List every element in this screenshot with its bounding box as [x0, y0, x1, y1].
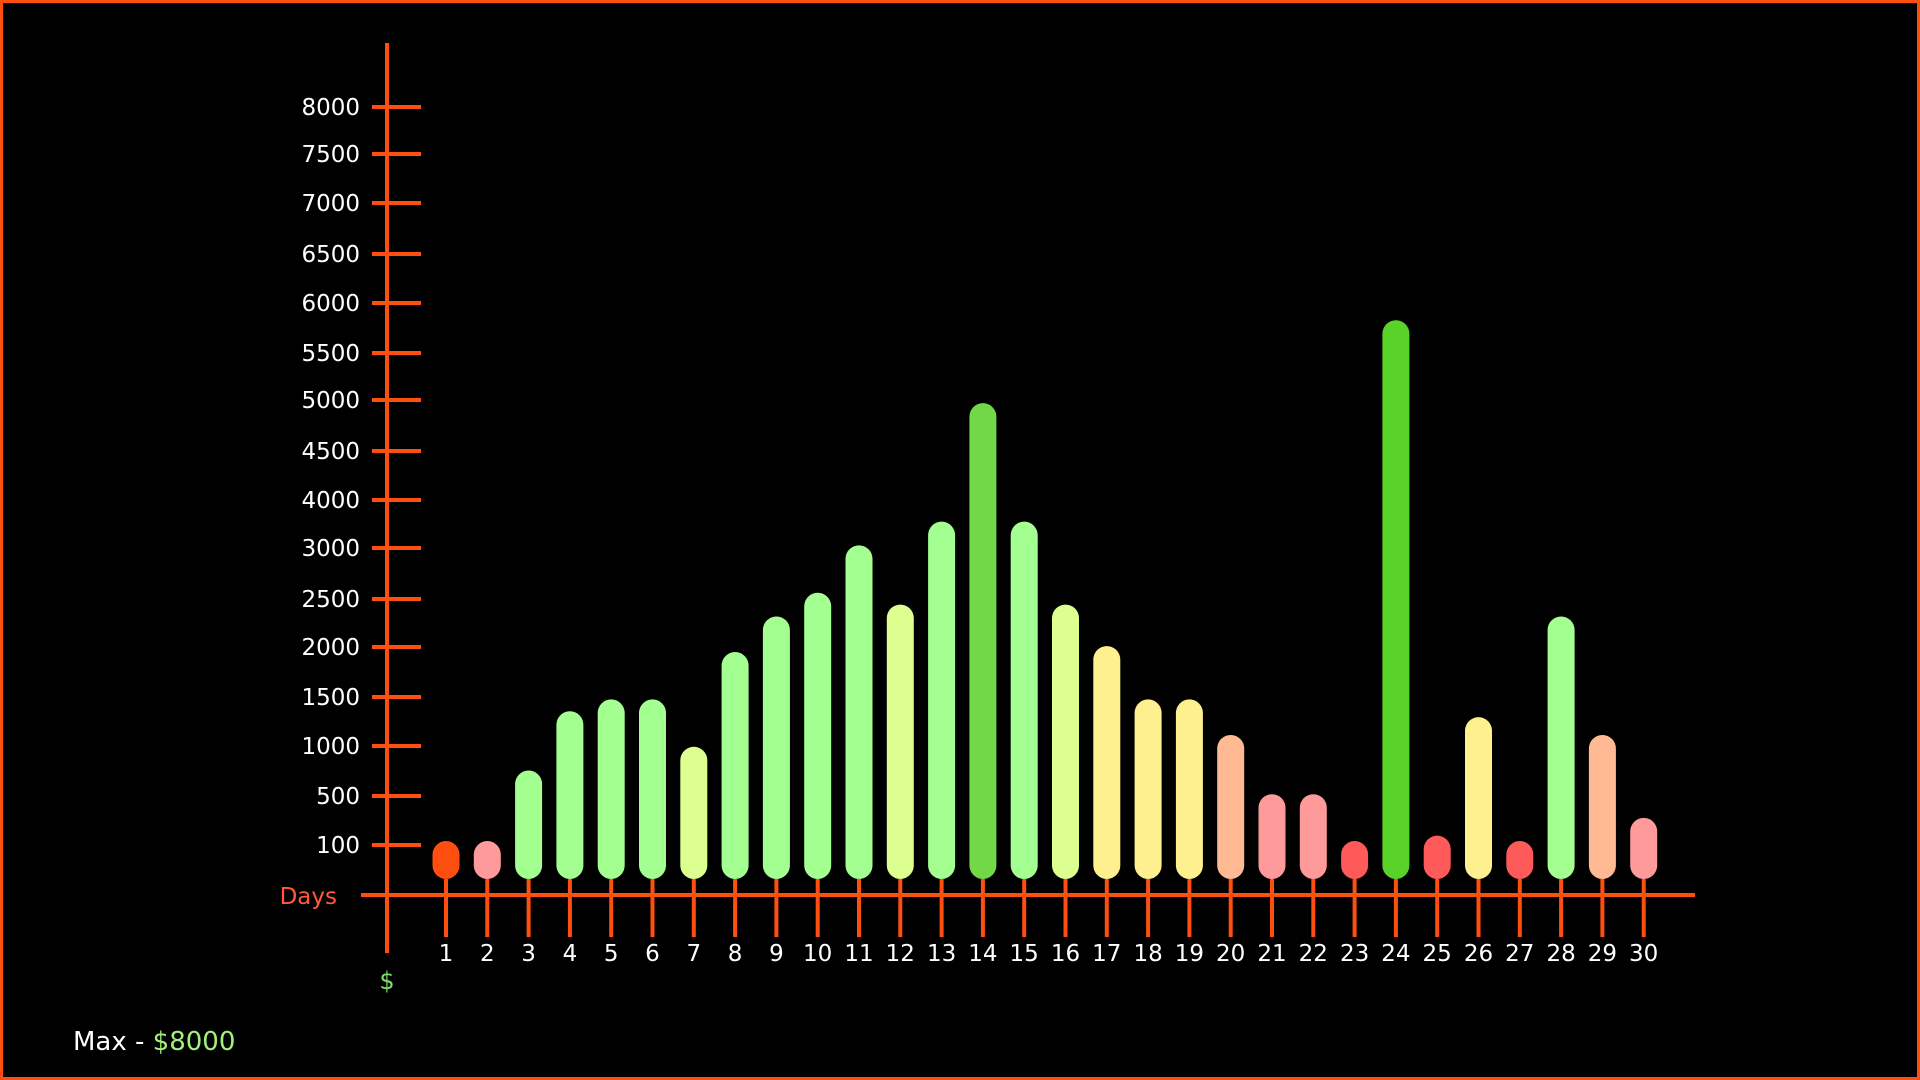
bar-day-3: [515, 770, 543, 879]
bar-day-8: [721, 652, 749, 879]
x-tick-label: 9: [769, 941, 784, 967]
x-axis-label: Days: [280, 884, 337, 910]
x-tick-label: 2: [480, 941, 495, 967]
y-tick-label: 6000: [301, 291, 360, 317]
bar-day-20: [1217, 734, 1245, 879]
bars: [432, 320, 1658, 879]
x-tick-label: 5: [604, 941, 619, 967]
bar-day-23: [1341, 841, 1369, 879]
bar-day-22: [1299, 794, 1327, 879]
x-tick-label: 18: [1133, 941, 1162, 967]
bar-chart: 1005001000150020002500300040004500500055…: [280, 43, 1695, 995]
max-label: Max -: [73, 1027, 153, 1057]
bar-day-7: [680, 746, 708, 879]
bar-day-11: [845, 545, 873, 879]
y-tick-label: 5500: [301, 341, 360, 367]
bar-day-21: [1258, 794, 1286, 879]
bar-day-25: [1423, 835, 1451, 879]
y-tick-label: 7000: [301, 191, 360, 217]
x-tick-label: 8: [728, 941, 743, 967]
bar-day-19: [1175, 699, 1203, 879]
bar-day-17: [1093, 646, 1121, 879]
bar-day-16: [1052, 604, 1079, 879]
y-tick-label: 2000: [301, 635, 360, 661]
x-tick-label: 17: [1092, 941, 1121, 967]
x-tick-label: 6: [645, 941, 660, 967]
bar-day-2: [473, 841, 501, 879]
x-tick-label: 30: [1629, 941, 1658, 967]
x-tick-label: 10: [803, 941, 832, 967]
y-tick-label: 100: [316, 833, 360, 859]
bar-day-30: [1630, 817, 1658, 879]
x-tick-label: 28: [1546, 941, 1575, 967]
max-value: $8000: [152, 1027, 236, 1057]
y-axis-ticks: 100 500 1000 1500 2000 2500 3000 4000 4500 5000 55…: [301, 95, 421, 859]
bar-day-13: [928, 521, 956, 879]
y-tick-label: 1500: [301, 685, 360, 711]
x-tick-label: 21: [1257, 941, 1286, 967]
x-tick-label: 15: [1010, 941, 1039, 967]
x-tick-label: 12: [886, 941, 915, 967]
y-tick-label: 8000: [301, 95, 360, 121]
x-tick-label: 19: [1175, 941, 1204, 967]
bar-day-24: [1382, 320, 1410, 879]
x-tick-label: 4: [563, 941, 578, 967]
y-tick-label: 4500: [301, 439, 360, 465]
y-tick-label: 500: [316, 784, 360, 810]
bar-day-29: [1588, 734, 1616, 879]
bar-day-18: [1134, 699, 1162, 879]
y-tick-label: 1000: [301, 734, 360, 760]
bar-day-15: [1010, 521, 1038, 879]
bar-day-1: [432, 841, 460, 879]
x-tick-label: 23: [1340, 941, 1369, 967]
x-tick-label: 22: [1299, 941, 1328, 967]
bar-day-26: [1465, 717, 1492, 879]
y-tick-label: 7500: [301, 142, 360, 168]
bar-day-5: [597, 699, 625, 879]
x-tick-label: 14: [968, 941, 997, 967]
x-tick-label: 29: [1588, 941, 1617, 967]
x-tick-label: 24: [1381, 941, 1410, 967]
bar-day-10: [804, 592, 832, 879]
x-tick-label: 20: [1216, 941, 1245, 967]
y-axis-label: $: [379, 967, 394, 995]
y-tick-label: 5000: [301, 388, 360, 414]
bar-day-6: [639, 699, 666, 879]
bar-day-12: [886, 604, 914, 879]
x-tick-label: 11: [844, 941, 873, 967]
y-tick-label: 4000: [301, 488, 360, 514]
x-axis-ticks: 1 2 3 4 5 6 7 8 9 10 11 12 13 14 15 16 17 18 19 20 21 22 23 24 2…: [439, 879, 1658, 967]
max-footer: Max - $8000: [73, 1027, 235, 1057]
bar-day-27: [1506, 841, 1534, 879]
x-tick-label: 25: [1423, 941, 1452, 967]
y-tick-label: 2500: [301, 587, 360, 613]
x-tick-label: 27: [1505, 941, 1534, 967]
bar-day-9: [762, 616, 790, 879]
bar-day-28: [1547, 616, 1575, 879]
x-tick-label: 1: [439, 941, 454, 967]
y-tick-label: 3000: [301, 536, 360, 562]
x-tick-label: 7: [686, 941, 701, 967]
bar-day-14: [969, 403, 997, 879]
y-tick-label: 6500: [301, 242, 360, 268]
bar-day-4: [556, 711, 584, 879]
x-tick-label: 26: [1464, 941, 1493, 967]
x-tick-label: 13: [927, 941, 956, 967]
x-tick-label: 3: [521, 941, 536, 967]
x-tick-label: 16: [1051, 941, 1080, 967]
